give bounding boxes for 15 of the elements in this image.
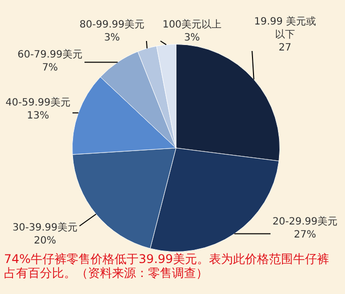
data-label: 3% bbox=[104, 32, 120, 44]
data-label: 13% bbox=[26, 110, 50, 122]
data-label: 7% bbox=[42, 62, 58, 74]
slice-label: 40-59.99美元 bbox=[6, 96, 70, 109]
data-label: 27 bbox=[278, 42, 292, 54]
slice-label: 80-99.99美元 bbox=[80, 18, 144, 31]
data-label: 27% bbox=[294, 230, 316, 241]
slice-label: 60-79.99美元 bbox=[18, 48, 82, 61]
slice-label: 19.99 美元或以下 bbox=[254, 16, 316, 41]
text: 74%牛仔裤零售价格低于39.99美元。表为此价格范围牛仔裤占有百分比。（资料来源：零售调查） bbox=[4, 252, 330, 280]
slice-label: 20-29.99美元 bbox=[272, 216, 338, 228]
slice-label: 30-39.99美元 bbox=[12, 222, 78, 234]
data-label: 20% bbox=[34, 236, 56, 247]
data-label: 3% bbox=[184, 32, 200, 44]
slice-label: 100美元以上 bbox=[162, 18, 222, 31]
